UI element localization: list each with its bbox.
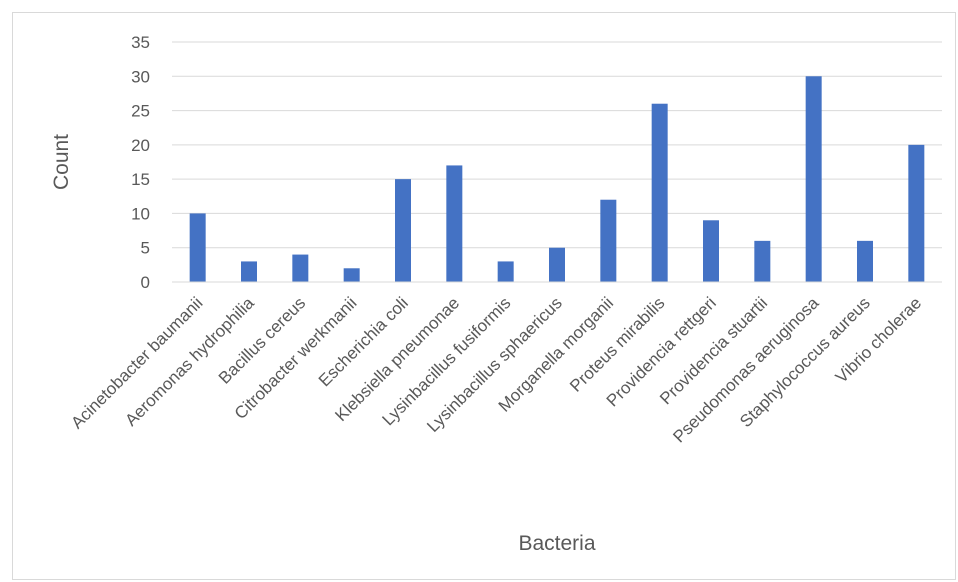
- bar: [857, 240, 873, 282]
- y-axis-tick-labels: 0 5 10 15 20 25 30 35: [131, 33, 150, 292]
- bar: [343, 268, 360, 282]
- y-tick-label: 15: [131, 170, 150, 189]
- y-axis-title: Count: [50, 134, 73, 190]
- y-tick-label: 5: [141, 239, 150, 258]
- y-tick-label: 25: [131, 102, 150, 121]
- y-tick-label: 10: [131, 204, 150, 223]
- y-tick-label: 20: [131, 136, 150, 155]
- y-tick-label: 0: [141, 273, 150, 292]
- bar: [549, 247, 565, 282]
- bar: [600, 199, 617, 282]
- y-tick-label: 35: [131, 33, 150, 52]
- gridlines: [172, 41, 942, 249]
- bar: [292, 254, 309, 282]
- bar: [805, 76, 822, 283]
- y-tick-label: 30: [131, 67, 150, 86]
- bar: [497, 261, 514, 282]
- bar: [908, 144, 925, 282]
- bar: [241, 261, 257, 282]
- bar: [651, 103, 668, 282]
- chart-frame: [12, 12, 956, 580]
- bar: [189, 213, 206, 282]
- x-tick-label: Proteus mirabilis: [566, 293, 668, 395]
- bar: [703, 220, 719, 282]
- bar: [446, 165, 463, 282]
- bar: [754, 240, 771, 282]
- bar: [395, 179, 411, 282]
- x-axis-title: Bacteria: [518, 532, 595, 555]
- x-tick-label: Escherichia coli: [315, 293, 412, 390]
- bars: [189, 76, 925, 283]
